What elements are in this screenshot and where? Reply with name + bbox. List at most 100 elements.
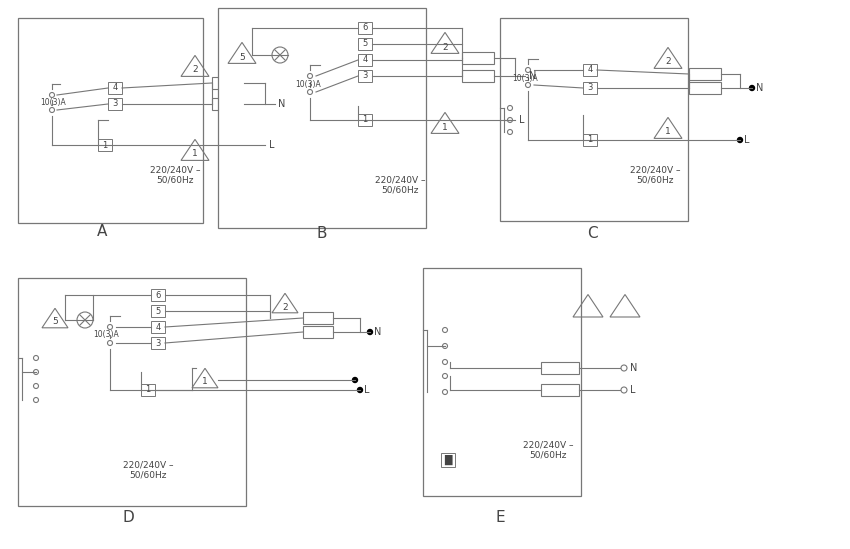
- Text: 220/240V –
50/60Hz: 220/240V – 50/60Hz: [150, 165, 201, 184]
- Bar: [358, 22, 372, 34]
- Text: L: L: [630, 385, 636, 395]
- Circle shape: [33, 356, 38, 361]
- Bar: [151, 337, 165, 349]
- Bar: [441, 453, 455, 467]
- Circle shape: [621, 387, 627, 393]
- Text: 4: 4: [156, 322, 161, 332]
- Text: 3: 3: [587, 83, 592, 92]
- Circle shape: [513, 117, 518, 122]
- Circle shape: [443, 328, 447, 333]
- Text: L: L: [364, 385, 370, 395]
- Bar: [583, 82, 597, 94]
- Text: 1: 1: [442, 122, 448, 132]
- Bar: [151, 289, 165, 301]
- Text: C: C: [586, 226, 598, 240]
- Bar: [689, 68, 721, 80]
- Text: 6: 6: [156, 290, 161, 300]
- Text: 5: 5: [52, 317, 58, 327]
- Text: 10(3)A: 10(3)A: [512, 74, 538, 82]
- Bar: [358, 70, 372, 82]
- Text: 3: 3: [362, 71, 368, 81]
- Circle shape: [358, 388, 362, 393]
- Text: N: N: [278, 99, 286, 109]
- Text: D: D: [122, 511, 133, 525]
- Circle shape: [353, 378, 358, 383]
- Bar: [303, 312, 333, 324]
- Circle shape: [107, 340, 112, 345]
- Text: 2: 2: [192, 65, 198, 75]
- Text: 5: 5: [239, 53, 245, 61]
- Text: B: B: [317, 226, 327, 240]
- Bar: [212, 77, 244, 89]
- Text: 1: 1: [665, 127, 671, 137]
- Circle shape: [33, 397, 38, 402]
- Bar: [212, 98, 244, 110]
- Text: 5: 5: [156, 306, 161, 316]
- Text: 4: 4: [112, 83, 117, 92]
- Bar: [541, 362, 579, 374]
- Bar: [689, 82, 721, 94]
- Bar: [141, 384, 155, 396]
- Circle shape: [367, 329, 372, 334]
- Text: 2: 2: [666, 58, 671, 66]
- Circle shape: [523, 74, 528, 79]
- Bar: [583, 134, 597, 146]
- Text: 1: 1: [102, 141, 108, 149]
- Circle shape: [33, 369, 38, 374]
- Text: L: L: [519, 115, 524, 125]
- Circle shape: [525, 82, 530, 87]
- Text: 1: 1: [145, 385, 150, 395]
- Text: 220/240V –
50/60Hz: 220/240V – 50/60Hz: [630, 165, 680, 184]
- Text: N: N: [529, 71, 536, 81]
- Text: N: N: [374, 327, 382, 337]
- Text: 10(3)A: 10(3)A: [40, 98, 65, 107]
- Text: 4: 4: [587, 65, 592, 75]
- Bar: [462, 70, 494, 82]
- Bar: [462, 52, 494, 64]
- Text: N: N: [756, 83, 763, 93]
- Bar: [358, 54, 372, 66]
- Text: 2: 2: [442, 42, 448, 52]
- Bar: [18, 278, 246, 506]
- Bar: [151, 321, 165, 333]
- Text: L: L: [744, 135, 750, 145]
- Bar: [358, 114, 372, 126]
- Bar: [108, 82, 122, 94]
- Bar: [218, 8, 426, 228]
- Circle shape: [507, 105, 513, 110]
- Text: 1: 1: [202, 378, 208, 386]
- Bar: [583, 64, 597, 76]
- Circle shape: [273, 102, 277, 107]
- Circle shape: [49, 92, 54, 98]
- Bar: [358, 38, 372, 50]
- Circle shape: [621, 365, 627, 371]
- Text: 5: 5: [362, 40, 367, 48]
- Circle shape: [443, 373, 447, 378]
- Circle shape: [738, 137, 743, 143]
- Bar: [98, 139, 112, 151]
- Bar: [541, 384, 579, 396]
- Text: 1: 1: [192, 149, 198, 159]
- Circle shape: [443, 360, 447, 365]
- Bar: [151, 305, 165, 317]
- Text: 220/240V –
50/60Hz: 220/240V – 50/60Hz: [122, 460, 173, 480]
- Circle shape: [263, 143, 268, 148]
- Text: 10(3)A: 10(3)A: [295, 80, 320, 88]
- Circle shape: [507, 130, 513, 135]
- Circle shape: [49, 108, 54, 113]
- Bar: [108, 98, 122, 110]
- Text: 220/240V –
50/60Hz: 220/240V – 50/60Hz: [375, 175, 425, 195]
- Circle shape: [33, 384, 38, 389]
- Text: 1: 1: [587, 136, 592, 144]
- Text: 6: 6: [362, 24, 368, 32]
- Circle shape: [107, 324, 112, 329]
- Circle shape: [443, 344, 447, 349]
- Text: 2: 2: [282, 302, 288, 311]
- Text: 4: 4: [362, 55, 367, 64]
- Text: 3: 3: [156, 339, 161, 348]
- Circle shape: [750, 86, 755, 91]
- Circle shape: [525, 68, 530, 72]
- Text: 3: 3: [112, 99, 117, 109]
- Text: N: N: [630, 363, 638, 373]
- Circle shape: [507, 117, 513, 122]
